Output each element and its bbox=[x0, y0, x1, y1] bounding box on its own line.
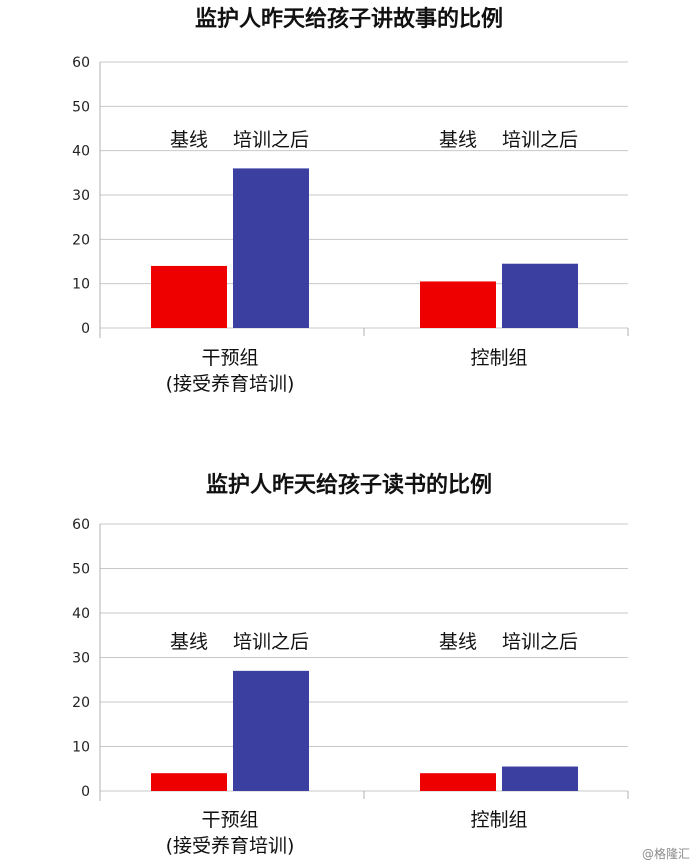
x-category-label: 控制组 bbox=[470, 809, 527, 831]
x-category-label: (接受养育培训) bbox=[166, 835, 295, 857]
bar-after-training bbox=[233, 168, 309, 328]
y-tick-label: 0 bbox=[81, 784, 90, 800]
series-label: 基线 bbox=[439, 631, 477, 653]
y-tick-label: 50 bbox=[72, 99, 90, 115]
y-tick-label: 0 bbox=[81, 321, 90, 337]
y-tick-label: 10 bbox=[72, 277, 90, 293]
bar-baseline bbox=[151, 265, 227, 328]
bar-after-training bbox=[233, 670, 309, 791]
y-tick-label: 40 bbox=[72, 144, 90, 160]
bar-baseline bbox=[420, 281, 496, 328]
bar-baseline bbox=[420, 773, 496, 791]
x-category-label: 干预组 bbox=[201, 809, 258, 831]
y-tick-label: 60 bbox=[72, 55, 90, 71]
watermark: @格隆汇 bbox=[641, 847, 690, 861]
chart-reading: 监护人昨天给孩子读书的比例 0 10 20 30 40 50 60 基线 培训之后干预组 (接受养育… bbox=[0, 460, 698, 860]
series-label: 基线 bbox=[439, 129, 477, 151]
series-label: 培训之后 bbox=[502, 631, 578, 653]
y-tick-label: 10 bbox=[72, 740, 90, 756]
y-tick-label: 20 bbox=[72, 232, 90, 248]
chart-storytelling: 监护人昨天给孩子讲故事的比例 0 10 20 30 40 50 60 基线 培训之后干预组 (接受养… bbox=[0, 0, 698, 420]
chart-title: 监护人昨天给孩子讲故事的比例 bbox=[195, 6, 503, 32]
series-label: 培训之后 bbox=[233, 631, 309, 653]
bar-after-training bbox=[502, 766, 578, 791]
series-label: 培训之后 bbox=[233, 129, 309, 151]
y-tick-label: 20 bbox=[72, 695, 90, 711]
y-tick-label: 30 bbox=[72, 651, 90, 667]
y-tick-label: 60 bbox=[72, 517, 90, 533]
y-tick-label: 50 bbox=[72, 562, 90, 578]
y-tick-label: 40 bbox=[72, 606, 90, 622]
x-category-label: 干预组 bbox=[201, 347, 258, 369]
chart-title: 监护人昨天给孩子读书的比例 bbox=[206, 472, 492, 498]
x-category-label: 控制组 bbox=[470, 347, 527, 369]
bar-after-training bbox=[502, 263, 578, 328]
y-tick-label: 30 bbox=[72, 188, 90, 204]
series-label: 基线 bbox=[170, 631, 208, 653]
x-category-label: (接受养育培训) bbox=[166, 373, 295, 395]
bar-baseline bbox=[151, 773, 227, 791]
series-label: 培训之后 bbox=[502, 129, 578, 151]
series-label: 基线 bbox=[170, 129, 208, 151]
